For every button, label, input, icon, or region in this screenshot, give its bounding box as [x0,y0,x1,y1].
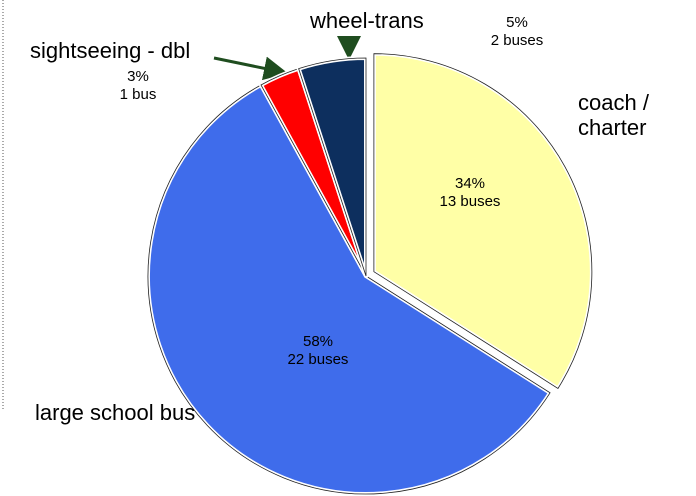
slice-outline [147,84,551,495]
value-label: 3% [127,68,149,85]
slice-outline [373,53,593,390]
count-label: 22 buses [287,351,349,368]
slice-label: 58% 22 buses [268,333,368,369]
slice-label: 3% 1 bus [98,68,178,104]
category-label: large school bus [35,400,196,425]
value-label: 58% [302,333,334,350]
count-label: 2 buses [490,32,544,49]
slice-label: 5% 2 buses [462,14,572,50]
value-label: 5% [506,14,528,31]
value-label: 34% [454,175,486,192]
slice-outline [298,57,367,277]
pointer-arrow [213,56,288,81]
category-label: sightseeing - dbl [30,38,191,63]
category-label: coach / charter [578,90,649,141]
category-label: wheel-trans [310,8,424,33]
count-label: 13 buses [439,193,501,210]
count-label: 1 bus [119,86,157,103]
slice-label: 34% 13 buses [420,175,520,211]
